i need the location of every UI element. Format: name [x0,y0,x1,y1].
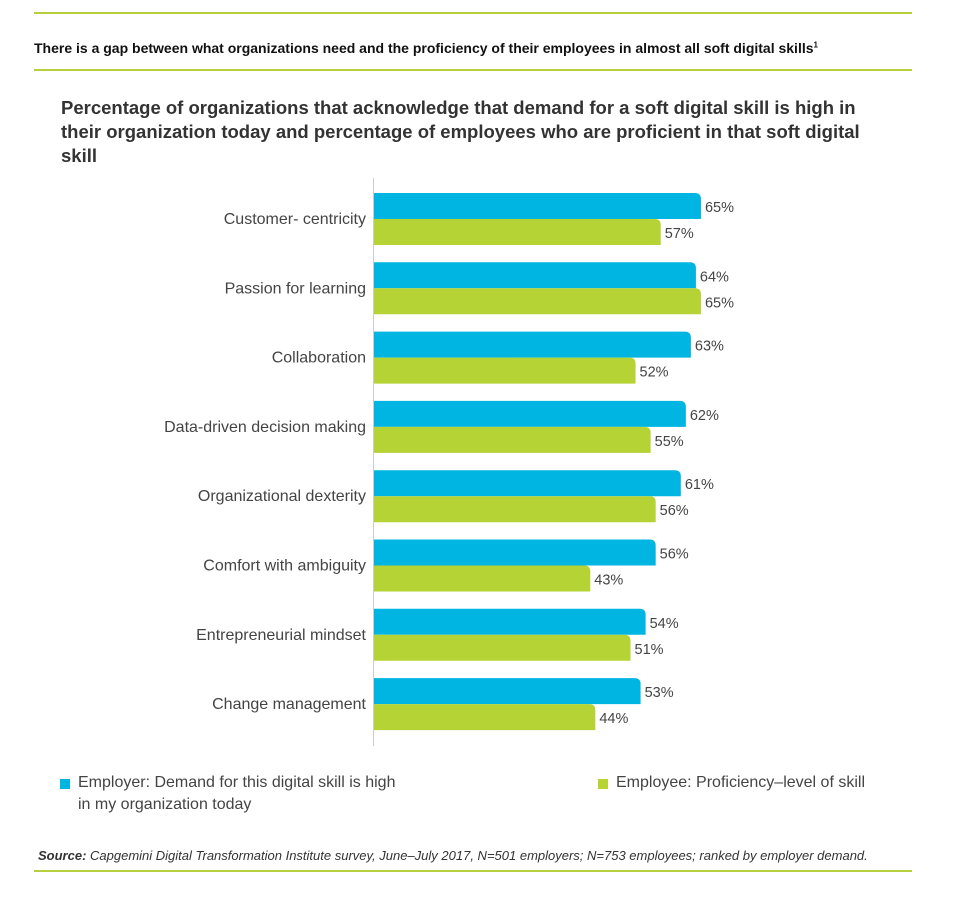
legend-swatch-employee [598,779,608,789]
legend-item-employee: Employee: Proficiency–level of skill [598,772,918,794]
bar-employee [374,565,591,592]
footnote-mark: 1 [813,40,818,50]
category-label: Customer- centricity [224,211,366,228]
legend-label-employer: Employer: Demand for this digital skill … [78,774,396,813]
bar-employee [374,634,631,661]
bar-chart: Customer- centricity 65% 57% Passion for le… [164,178,734,746]
value-label-employer: 65% [705,200,734,216]
value-label-employee: 51% [635,642,664,658]
value-label-employer: 53% [645,685,674,701]
category-label: Comfort with ambiguity [203,558,366,575]
source-text: Capgemini Digital Transformation Institu… [86,848,868,863]
legend-swatch-employer [60,779,70,789]
category-label: Organizational dexterity [198,488,366,505]
top-rule [34,12,912,14]
bar-employer [374,331,691,358]
category-label: Data-driven decision making [164,419,366,436]
value-label-employer: 63% [695,339,724,355]
value-label-employee: 43% [594,573,623,589]
bar-employer [374,678,641,705]
source-note: Source: Capgemini Digital Transformation… [38,848,868,863]
bar-employee [374,426,651,453]
value-label-employer: 56% [660,547,689,563]
bar-employer [374,608,646,635]
legend-item-employer: Employer: Demand for this digital skill … [60,772,400,816]
bars-layer: Customer- centricity 65% 57% Passion for le… [164,193,734,731]
value-label-employee: 65% [705,295,734,311]
bar-employer [374,470,681,497]
value-label-employer: 61% [685,477,714,493]
category-label: Passion for learning [225,280,366,297]
value-label-employer: 54% [650,616,679,632]
value-label-employer: 62% [690,408,719,424]
value-label-employee: 44% [599,711,628,727]
value-label-employee: 52% [640,365,669,381]
bar-employee [374,219,661,245]
bar-employer [374,400,686,427]
bar-employer [374,262,696,289]
category-label: Change management [212,696,366,713]
category-label: Entrepreneurial mindset [196,627,366,644]
bar-employer [374,193,701,219]
bar-employee [374,288,701,315]
legend-label-employee: Employee: Proficiency–level of skill [616,774,865,791]
header-title: There is a gap between what organization… [34,40,818,56]
header-rule [34,69,912,71]
value-label-employee: 57% [665,226,694,242]
value-label-employer: 64% [700,269,729,285]
footer-rule [34,870,912,872]
chart-title: Percentage of organizations that acknowl… [61,97,860,166]
bar-employee [374,357,636,384]
bar-employee [374,704,596,731]
value-label-employee: 56% [660,503,689,519]
category-label: Collaboration [272,350,366,367]
bar-employer [374,539,656,566]
value-label-employee: 55% [655,434,684,450]
header-title-text: There is a gap between what organization… [34,40,814,56]
bar-employee [374,496,656,523]
source-label: Source: [38,848,87,863]
